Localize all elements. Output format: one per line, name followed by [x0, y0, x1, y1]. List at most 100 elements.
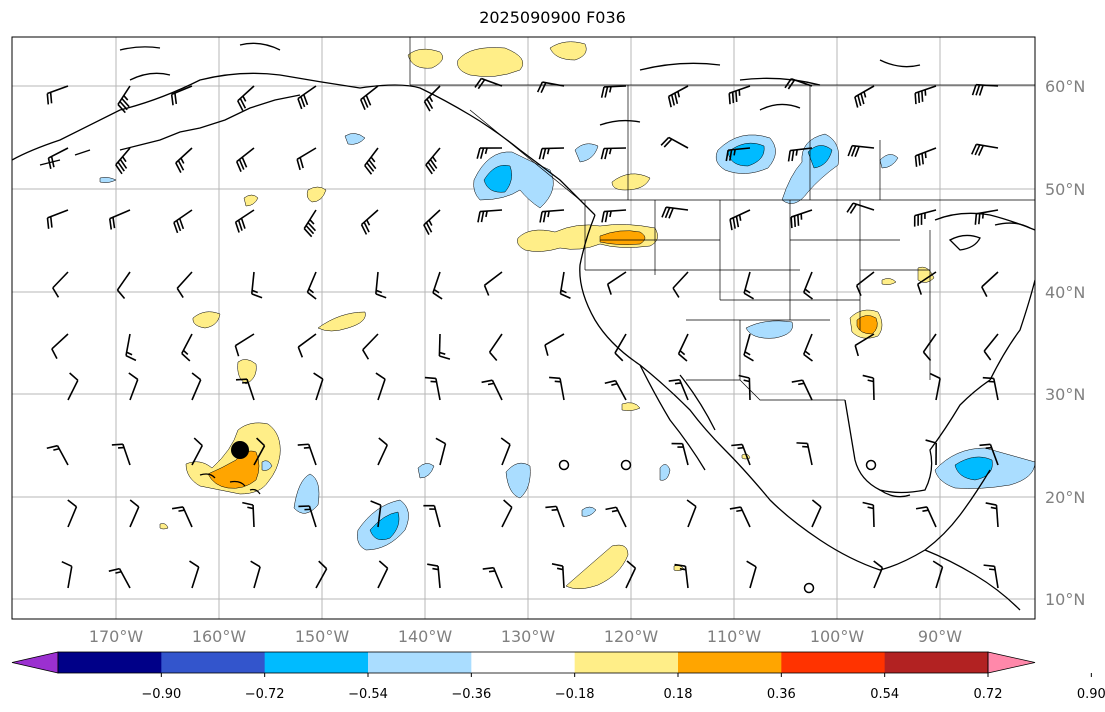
negative-area [473, 151, 554, 209]
positive-area [237, 359, 257, 385]
negative-area [417, 463, 435, 479]
lon-label: 170°W [89, 627, 144, 646]
colorbar-label: −0.18 [555, 687, 595, 702]
positive-area [306, 186, 327, 203]
wind-barb [362, 333, 379, 360]
wind-barb [189, 560, 200, 589]
colorbar-label: −0.54 [348, 687, 388, 702]
positive-area [611, 173, 651, 191]
positive-area [621, 402, 641, 411]
wind-barb [128, 372, 139, 401]
lat-label: 10°N [1045, 590, 1085, 609]
wind-barb [974, 209, 999, 225]
wind-barb [971, 143, 999, 156]
calm-circle [558, 459, 570, 471]
negative-area [659, 464, 671, 481]
wind-barb [125, 333, 137, 362]
wind-barb [551, 563, 565, 589]
wind-barb [671, 442, 689, 466]
wind-barb [605, 506, 627, 528]
wind-barb [432, 271, 443, 300]
wind-barb [313, 372, 324, 401]
calm-circle [865, 459, 877, 471]
colorbar-segment [161, 652, 266, 673]
wind-barb [915, 506, 937, 528]
wind-barb [677, 333, 689, 362]
wind-barb [983, 564, 999, 589]
wind-barb [731, 443, 751, 466]
wind-barb [47, 147, 69, 170]
wind-barb [306, 271, 317, 300]
wind-barb [377, 560, 389, 589]
wind-barb [52, 271, 69, 298]
wind-barb [743, 333, 754, 362]
wind-barb [297, 443, 317, 466]
wind-barb [435, 437, 447, 466]
wind-barb [425, 147, 441, 175]
negative-area [293, 473, 320, 514]
wind-barb [661, 206, 689, 219]
wind-barb [117, 85, 131, 114]
lon-label: 140°W [398, 627, 453, 646]
wind-barb [298, 505, 317, 528]
wind-barb [297, 333, 317, 358]
wind-barb [791, 379, 813, 401]
coastlines [12, 42, 1035, 611]
wind-barb [116, 271, 131, 299]
wind-barb [667, 85, 689, 108]
wind-barb [981, 271, 999, 297]
lon-label: 110°W [707, 627, 762, 646]
wind-barb [423, 209, 441, 236]
wind-barb [235, 147, 255, 173]
wind-barb [536, 81, 565, 94]
wind-barb [170, 85, 193, 106]
negative-area [483, 165, 512, 193]
wind-barb [913, 209, 937, 227]
wind-barb [46, 209, 69, 229]
wind-barb [423, 85, 441, 112]
wind-barb [854, 85, 875, 108]
colorbar-label: 0.90 [1077, 687, 1105, 702]
wind-barb [477, 209, 503, 223]
colorbar-label: 0.36 [767, 687, 796, 702]
wind-barb [922, 333, 937, 361]
wind-barb [364, 147, 379, 175]
wind-barb [297, 85, 317, 110]
colorbar-over-triangle [987, 651, 1036, 674]
wind-barb [242, 501, 255, 528]
colorbar-label: −0.72 [245, 687, 285, 702]
negative-area [505, 462, 531, 499]
wind-barb [111, 443, 131, 466]
wind-barb [370, 500, 382, 528]
map-frame [11, 36, 1036, 620]
wind-barb [929, 372, 941, 401]
wind-barb [181, 333, 193, 362]
wind-barb [234, 333, 255, 357]
wind-barb [600, 85, 627, 98]
wind-barb [538, 147, 565, 160]
positive-area [192, 311, 221, 329]
wind-barb [544, 333, 565, 356]
wind-barb [846, 202, 875, 214]
lon-label: 90°W [918, 627, 962, 646]
wind-barb [982, 376, 999, 401]
wind-barb [985, 502, 999, 528]
lat-label: 30°N [1045, 385, 1085, 404]
wind-barb [914, 147, 937, 167]
wind-barb [250, 560, 261, 589]
wind-barb [482, 566, 503, 589]
colorbar-segment [884, 652, 989, 673]
wind-barb [108, 209, 131, 230]
positive-area [317, 311, 366, 332]
wind-barb [668, 378, 689, 401]
wind-barb [237, 85, 255, 111]
wind-barb [360, 209, 379, 235]
wind-barb [61, 560, 73, 589]
positive-area [457, 47, 524, 77]
calm-markers [558, 459, 877, 594]
latitude-labels: 60°N 50°N 40°N 30°N 20°N 10°N [1045, 77, 1085, 609]
colorbar-segment [58, 652, 162, 673]
wind-barb [725, 147, 751, 162]
wind-barb [359, 85, 379, 111]
wind-barb [855, 271, 875, 296]
